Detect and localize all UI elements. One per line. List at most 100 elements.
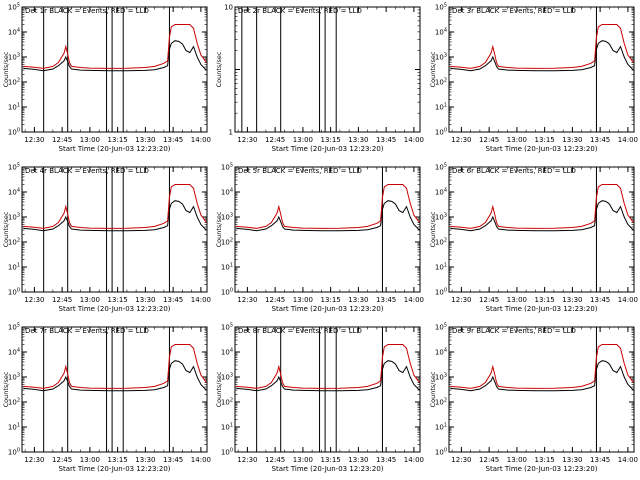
y-axis-label: Counts/sec bbox=[429, 51, 437, 87]
y-tick-label: 101 bbox=[435, 263, 447, 272]
chart-title: Det 7r BLACK = Events, RED = LLD bbox=[25, 327, 149, 335]
y-tick-label: 105 bbox=[435, 3, 447, 12]
y-axis-label: Counts/sec bbox=[215, 371, 223, 407]
x-tick-label: 13:00 bbox=[507, 296, 527, 304]
x-tick-label: 13:15 bbox=[535, 456, 555, 464]
y-tick-label: 104 bbox=[8, 28, 20, 37]
y-tick-label: 101 bbox=[435, 103, 447, 112]
chart-panel-det-2: 1 10 12:30 12:45 13:00 13:15 13:30 13:45 14:00 De… bbox=[215, 4, 424, 154]
x-tick-label: 13:15 bbox=[321, 136, 341, 144]
y-tick-label: 104 bbox=[221, 348, 233, 357]
x-tick-label: 13:00 bbox=[80, 136, 100, 144]
chart-title: Det 2r BLACK = Events, RED = LLD bbox=[238, 7, 362, 15]
x-tick-label: 13:15 bbox=[535, 136, 555, 144]
x-tick-label: 13:15 bbox=[108, 456, 128, 464]
chart-title: Det 4r BLACK = Events, RED = LLD bbox=[25, 167, 149, 175]
plot-frame bbox=[448, 326, 635, 453]
y-tick-label: 102 bbox=[8, 238, 20, 247]
y-tick-label: 10 bbox=[224, 4, 233, 12]
x-tick-label: 13:45 bbox=[590, 136, 610, 144]
chart-panel-det-5: 100 101 102 103 104 105 12:30 12:45 13:00 13:15 13… bbox=[215, 163, 424, 314]
series-line-events bbox=[450, 200, 634, 232]
x-tick-label: 13:15 bbox=[108, 296, 128, 304]
y-tick-label: 105 bbox=[8, 323, 20, 332]
x-tick-label: 13:30 bbox=[135, 296, 155, 304]
x-tick-label: 14:00 bbox=[404, 136, 424, 144]
x-tick-label: 13:30 bbox=[562, 456, 582, 464]
y-tick-label: 103 bbox=[435, 53, 447, 62]
y-tick-label: 101 bbox=[221, 263, 233, 272]
plot-frame bbox=[21, 326, 208, 453]
x-tick-label: 13:45 bbox=[163, 136, 183, 144]
y-tick-label: 102 bbox=[221, 398, 233, 407]
x-tick-label: 13:00 bbox=[80, 456, 100, 464]
y-tick-label: 103 bbox=[435, 213, 447, 222]
series-line-lld bbox=[450, 24, 634, 69]
series-line-lld bbox=[236, 344, 420, 389]
y-tick-label: 102 bbox=[435, 78, 447, 87]
series-line-events bbox=[23, 360, 207, 392]
x-tick-label: 13:45 bbox=[590, 456, 610, 464]
x-tick-label: 14:00 bbox=[191, 136, 211, 144]
y-axis-label: Counts/sec bbox=[429, 211, 437, 247]
series-line-events bbox=[236, 200, 420, 232]
chart-panel-det-9: 100 101 102 103 104 105 12:30 12:45 13:00 13:15 13… bbox=[429, 323, 638, 474]
series-line-events bbox=[450, 360, 634, 392]
y-tick-label: 102 bbox=[435, 238, 447, 247]
x-tick-label: 14:00 bbox=[618, 136, 638, 144]
series-line-events bbox=[23, 40, 207, 72]
y-tick-label: 102 bbox=[221, 238, 233, 247]
chart-title: Det 5r BLACK = Events, RED = LLD bbox=[238, 167, 362, 175]
series-line-events bbox=[236, 360, 420, 392]
y-axis-label: Counts/sec bbox=[429, 371, 437, 407]
plot-frame bbox=[21, 6, 208, 133]
x-tick-label: 13:00 bbox=[507, 136, 527, 144]
chart-panel-det-8: 100 101 102 103 104 105 12:30 12:45 13:00 13:15 13… bbox=[215, 323, 424, 474]
x-tick-label: 14:00 bbox=[618, 296, 638, 304]
x-tick-label: 13:30 bbox=[348, 456, 368, 464]
plot-frame bbox=[234, 166, 421, 293]
y-tick-label: 100 bbox=[8, 288, 20, 297]
x-tick-label: 12:45 bbox=[52, 296, 72, 304]
x-tick-label: 13:00 bbox=[507, 456, 527, 464]
y-tick-label: 105 bbox=[221, 323, 233, 332]
series-line-lld bbox=[23, 24, 207, 69]
x-tick-label: 13:45 bbox=[590, 296, 610, 304]
x-tick-label: 12:45 bbox=[479, 456, 499, 464]
x-tick-label: 13:45 bbox=[376, 296, 396, 304]
series-line-lld bbox=[450, 184, 634, 229]
y-axis-label: Counts/sec bbox=[215, 51, 223, 87]
x-tick-label: 12:30 bbox=[451, 296, 471, 304]
x-tick-label: 13:45 bbox=[163, 456, 183, 464]
series-line-events bbox=[23, 200, 207, 232]
x-tick-label: 13:15 bbox=[321, 456, 341, 464]
series-line-events bbox=[450, 40, 634, 72]
x-tick-label: 13:15 bbox=[535, 296, 555, 304]
x-axis-label: Start Time (20-Jun-03 12:23:20) bbox=[272, 145, 384, 153]
x-tick-label: 14:00 bbox=[191, 296, 211, 304]
x-axis-label: Start Time (20-Jun-03 12:23:20) bbox=[486, 305, 598, 313]
x-axis-label: Start Time (20-Jun-03 12:23:20) bbox=[486, 465, 598, 473]
y-axis-label: Counts/sec bbox=[2, 371, 10, 407]
x-tick-label: 12:45 bbox=[265, 296, 285, 304]
x-tick-label: 13:00 bbox=[293, 136, 313, 144]
y-tick-label: 100 bbox=[435, 288, 447, 297]
x-tick-label: 12:45 bbox=[265, 136, 285, 144]
y-tick-label: 103 bbox=[221, 373, 233, 382]
y-tick-label: 103 bbox=[221, 213, 233, 222]
y-tick-label: 103 bbox=[435, 373, 447, 382]
x-tick-label: 13:00 bbox=[80, 296, 100, 304]
y-tick-label: 104 bbox=[435, 188, 447, 197]
plot-frame bbox=[234, 6, 421, 133]
x-tick-label: 12:30 bbox=[237, 456, 257, 464]
y-tick-label: 103 bbox=[8, 53, 20, 62]
plot-frame bbox=[21, 166, 208, 293]
x-axis-label: Start Time (20-Jun-03 12:23:20) bbox=[272, 465, 384, 473]
y-tick-label: 103 bbox=[8, 373, 20, 382]
x-tick-label: 12:30 bbox=[237, 136, 257, 144]
y-tick-label: 105 bbox=[435, 163, 447, 172]
series-line-lld bbox=[236, 184, 420, 229]
x-tick-label: 12:30 bbox=[24, 456, 44, 464]
series-line-lld bbox=[450, 344, 634, 389]
y-tick-label: 101 bbox=[221, 423, 233, 432]
